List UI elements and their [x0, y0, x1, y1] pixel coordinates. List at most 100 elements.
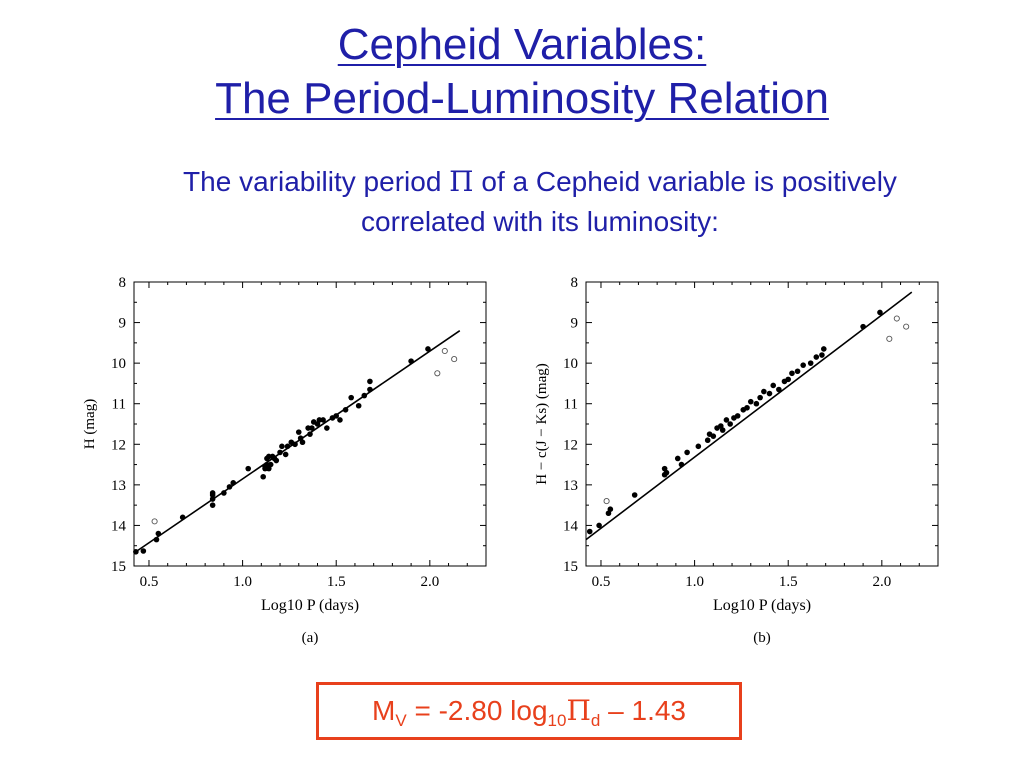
- data-point: [607, 506, 614, 512]
- chart-b-svg: 0.5 1.0 1.5 2.0 8 9 10 11 12 13 14 15 Log10 P (days)…: [534, 275, 939, 646]
- y-tick-label: 12: [111, 437, 126, 453]
- data-point: [361, 392, 368, 399]
- formula-symbol-sub: d: [590, 711, 601, 730]
- x-tick-label: 1.0: [685, 574, 704, 590]
- chart-a: 0.5 1.0 1.5 2.0 8 9 10 11 12 13 14 15 Log10 P (days)…: [68, 265, 498, 660]
- data-point: [785, 376, 792, 383]
- period-symbol: Π: [449, 165, 474, 198]
- data-point: [800, 362, 806, 368]
- data-point: [744, 404, 750, 411]
- x-tick-label: 1.5: [779, 574, 798, 590]
- data-point: [408, 358, 414, 364]
- y-axis-label: H − c(J − Ks) (mag): [534, 363, 550, 484]
- data-point: [337, 417, 343, 423]
- y-tick-label: 10: [111, 356, 126, 372]
- data-point: [209, 502, 216, 508]
- fit-line: [585, 291, 913, 541]
- y-tick-label: 11: [112, 397, 126, 413]
- data-point: [794, 368, 801, 375]
- formula-lhs-sub: V: [395, 711, 407, 730]
- data-point: [299, 439, 306, 446]
- data-point: [355, 402, 362, 409]
- data-point: [727, 421, 733, 427]
- data-point: [179, 514, 186, 521]
- plot-frame: [133, 281, 487, 567]
- data-point: [663, 469, 670, 476]
- data-point: [367, 378, 373, 385]
- y-tick-label: 13: [111, 478, 126, 494]
- data-point: [757, 394, 763, 401]
- data-point: [273, 457, 280, 464]
- data-point: [133, 549, 139, 555]
- data-point: [309, 425, 315, 431]
- x-tick-label: 0.5: [140, 574, 159, 590]
- data-point: [723, 417, 730, 423]
- data-point: [819, 352, 825, 358]
- fit-line: [133, 330, 461, 554]
- data-point: [282, 451, 289, 458]
- y-tick-label: 9: [119, 316, 127, 332]
- data-point: [425, 346, 431, 352]
- data-point: [140, 548, 147, 554]
- data-point: [719, 427, 726, 433]
- data-point: [342, 407, 349, 413]
- data-point-open: [151, 518, 158, 525]
- data-point: [279, 443, 285, 450]
- formula-symbol: Π: [566, 694, 591, 727]
- data-point: [776, 386, 782, 393]
- formula-box: MV = -2.80 log10Πd – 1.43: [316, 682, 742, 740]
- data-point: [704, 437, 711, 444]
- data-point-open: [886, 335, 893, 342]
- data-point: [789, 370, 795, 377]
- y-tick-label: 12: [563, 437, 578, 453]
- data-point: [807, 360, 814, 366]
- data-point: [710, 433, 717, 439]
- data-point: [320, 417, 326, 423]
- y-axis-label: H (mag): [82, 399, 98, 449]
- y-tick-label: 13: [563, 478, 578, 494]
- data-point: [333, 413, 340, 419]
- slide-title: Cepheid Variables: The Period-Luminosity…: [0, 18, 1024, 126]
- data-point: [734, 413, 741, 419]
- data-point: [813, 354, 820, 360]
- data-point: [260, 473, 266, 480]
- data-point: [820, 346, 827, 352]
- y-tick-label: 15: [111, 559, 126, 575]
- data-point: [747, 398, 754, 405]
- data-point: [226, 484, 233, 490]
- y-tick-label: 8: [119, 275, 127, 291]
- data-point: [277, 449, 283, 456]
- data-point-open: [441, 347, 448, 355]
- data-point: [877, 309, 883, 316]
- x-tick-label: 0.5: [592, 574, 611, 590]
- subtitle-text-after: of a Cepheid variable is positively corr…: [361, 166, 897, 237]
- data-point: [230, 480, 237, 486]
- data-point: [678, 461, 685, 468]
- data-point: [209, 496, 216, 502]
- data-point: [245, 465, 252, 472]
- x-axis-label: Log10 P (days): [713, 597, 811, 614]
- data-point-open: [434, 370, 441, 377]
- y-tick-label: 10: [563, 356, 578, 372]
- data-point: [367, 386, 373, 393]
- y-tick-label: 14: [111, 518, 127, 534]
- data-point: [324, 425, 330, 431]
- data-point: [267, 461, 274, 468]
- data-point: [586, 528, 593, 535]
- y-tick-label: 8: [571, 275, 579, 291]
- y-tick-label: 11: [564, 397, 578, 413]
- data-point: [695, 443, 702, 450]
- data-point: [860, 323, 866, 330]
- data-point: [770, 382, 777, 389]
- formula-log-sub: 10: [547, 711, 567, 730]
- data-point: [631, 492, 638, 498]
- title-line-1: Cepheid Variables:: [337, 20, 707, 69]
- data-point: [307, 431, 313, 437]
- data-point-open: [451, 356, 458, 363]
- data-point: [766, 390, 773, 397]
- data-point: [674, 455, 681, 462]
- x-tick-label: 1.5: [327, 574, 346, 590]
- formula-rhs: – 1.43: [600, 695, 686, 726]
- data-point: [153, 536, 160, 543]
- x-tick-label: 1.0: [233, 574, 252, 590]
